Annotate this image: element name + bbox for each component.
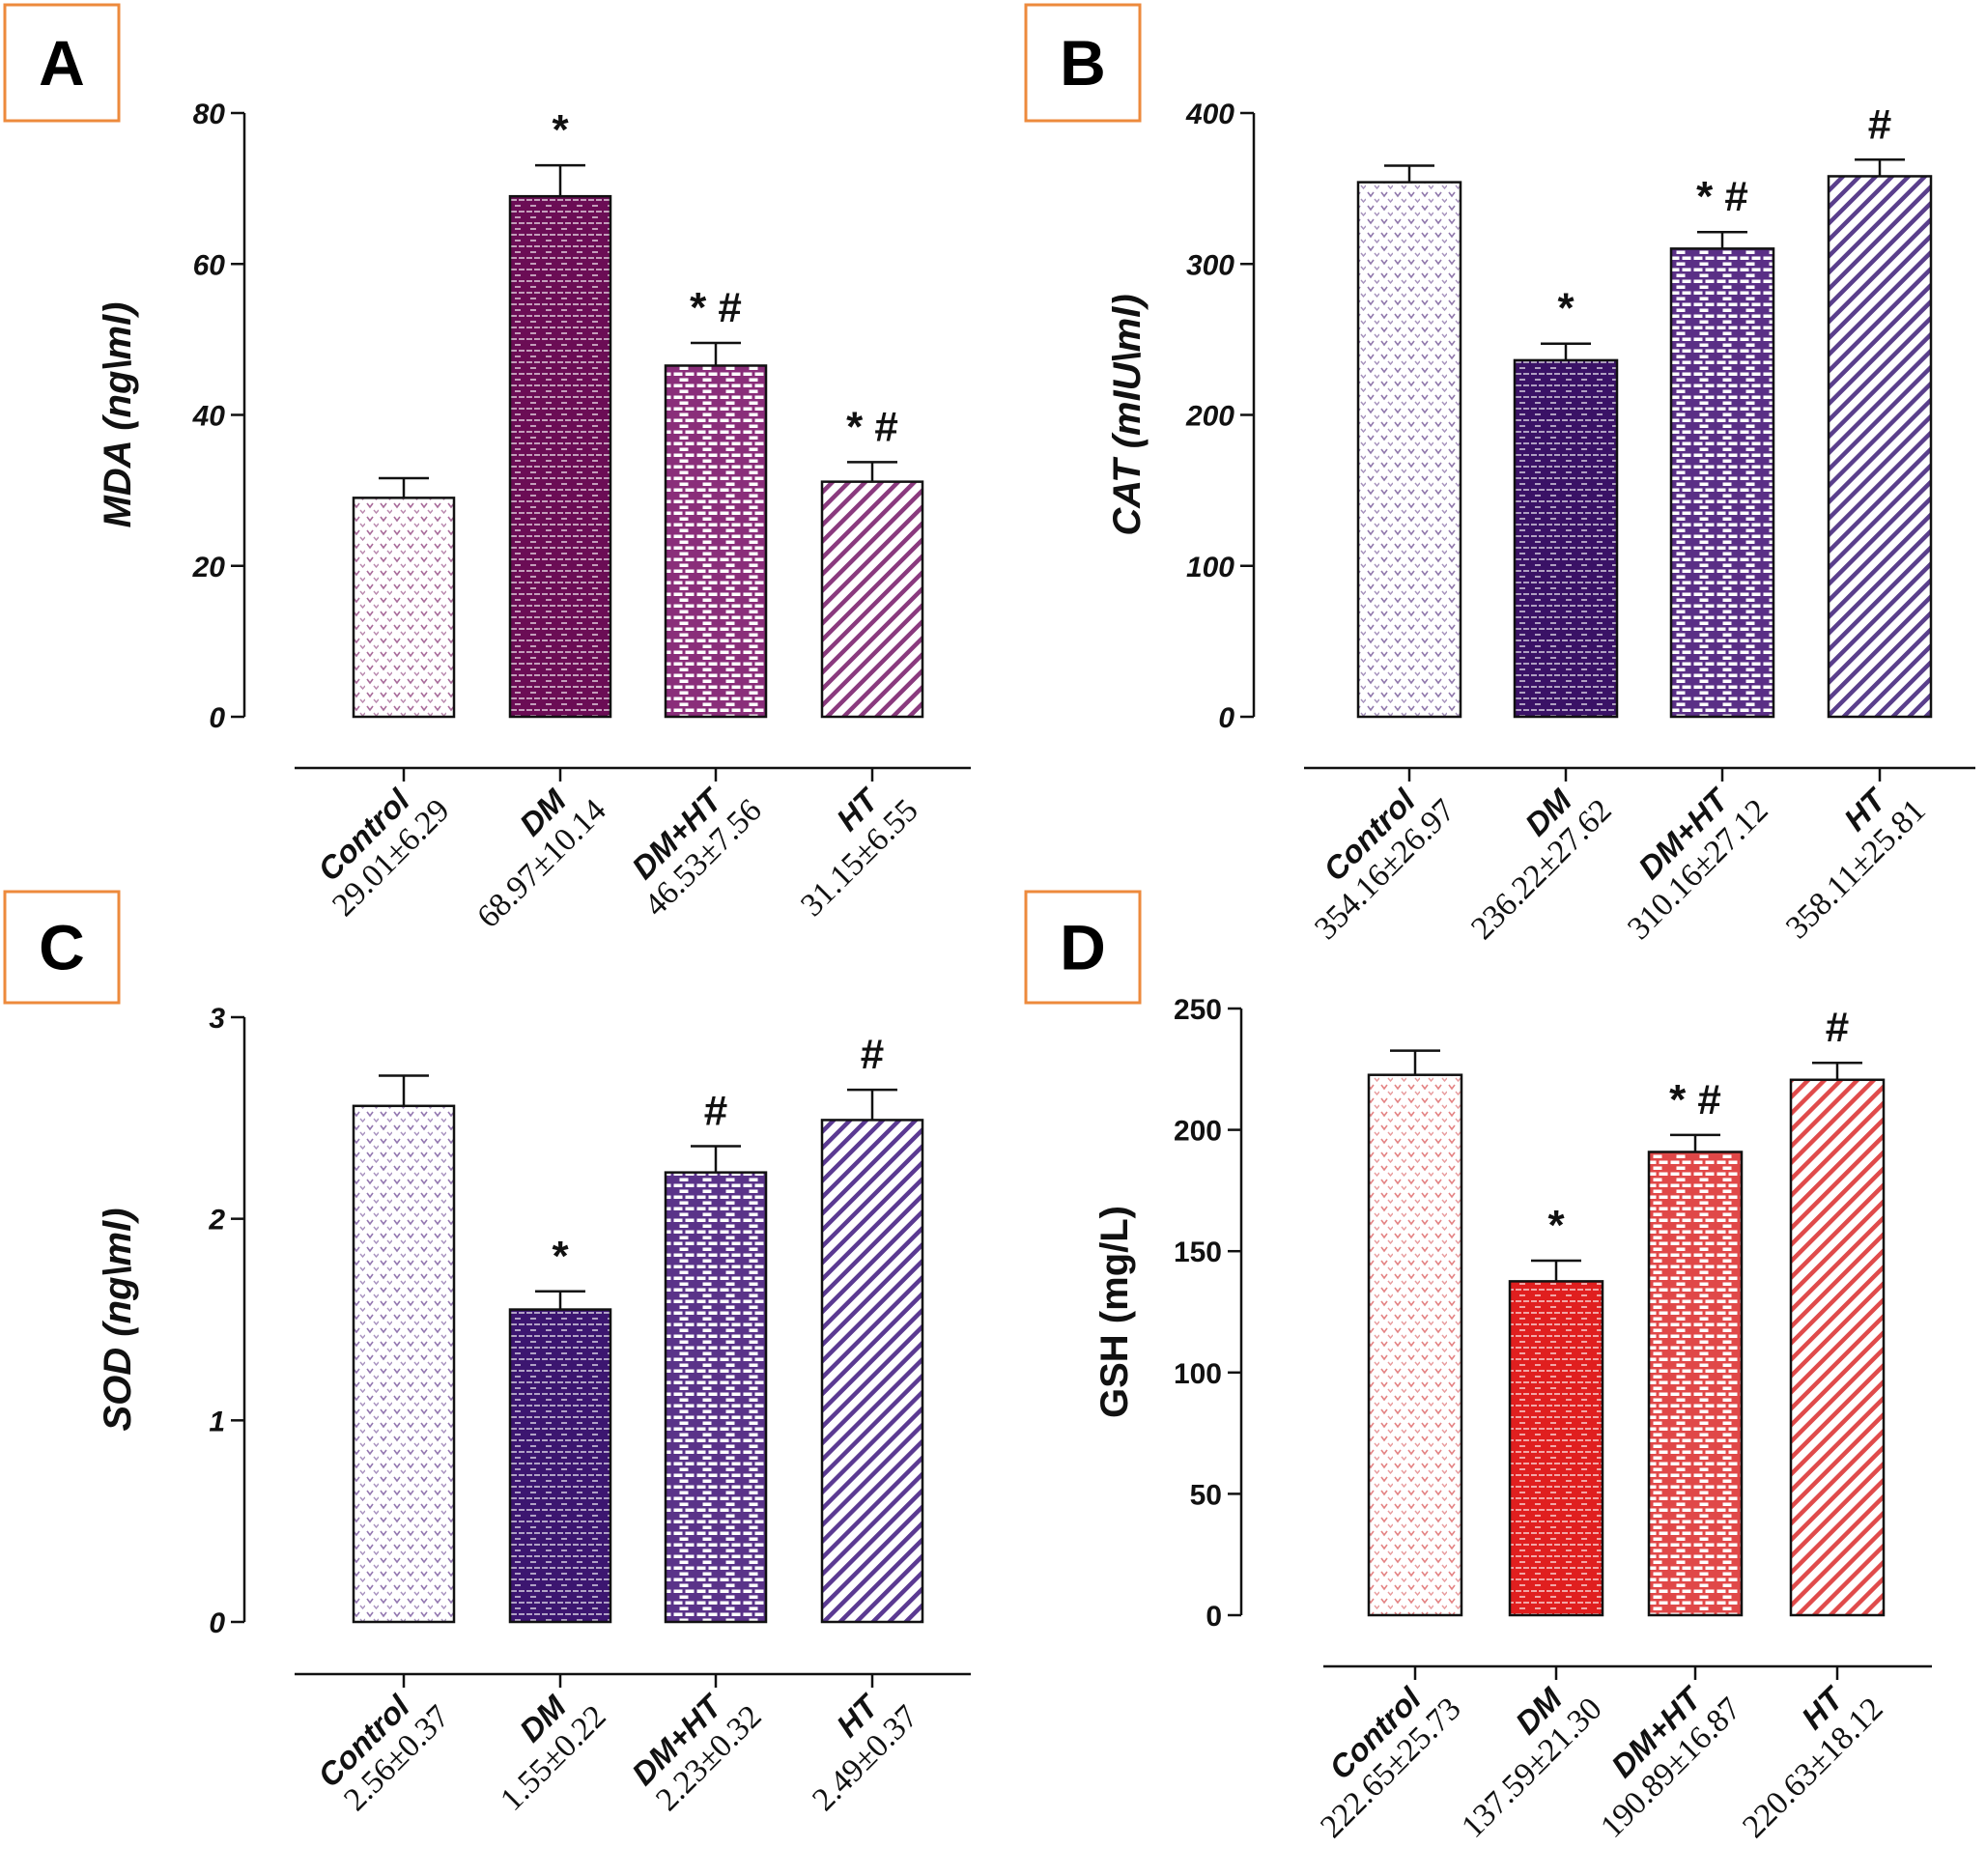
y-tick-label: 250 bbox=[1174, 994, 1222, 1026]
y-tick-label: 50 bbox=[1190, 1479, 1222, 1511]
x-tick-label: DM1.55±0.22 bbox=[494, 1688, 613, 1818]
bar-dm bbox=[1508, 1280, 1604, 1617]
significance-marker: * bbox=[1557, 285, 1575, 332]
bar-ht bbox=[1789, 1078, 1886, 1617]
x-tick-label: HT2.49±0.37 bbox=[806, 1687, 925, 1818]
panel-label-box bbox=[3, 3, 121, 123]
bar-ht bbox=[820, 480, 924, 719]
panel-label: A bbox=[39, 27, 85, 99]
bar-dm-ht bbox=[1669, 247, 1775, 719]
bar-control bbox=[1367, 1073, 1463, 1617]
panel-a: A 0 20 40 60 80 MDA (ng\ml) * * # * # Control29.01… bbox=[3, 3, 971, 935]
significance-marker: * bbox=[1547, 1202, 1565, 1249]
bar-dm bbox=[508, 1308, 612, 1624]
y-tick-label: 300 bbox=[1186, 249, 1234, 281]
panel-label: D bbox=[1060, 912, 1106, 983]
bar-ht bbox=[1827, 175, 1933, 719]
y-tick-label: 200 bbox=[1174, 1116, 1222, 1148]
panel-label: B bbox=[1060, 27, 1106, 99]
panel-label-box bbox=[3, 890, 121, 1005]
y-tick-label: 20 bbox=[192, 552, 226, 583]
panel-label-box bbox=[1024, 890, 1142, 1005]
significance-marker: * # bbox=[846, 403, 898, 450]
significance-marker: * bbox=[552, 1233, 569, 1280]
bar-dm bbox=[1513, 358, 1619, 719]
y-tick-label: 60 bbox=[193, 249, 226, 281]
bar-control bbox=[352, 497, 456, 719]
y-axis-label: GSH (mg/L) bbox=[1093, 1206, 1136, 1418]
x-tick-label: DM+HT2.23±0.32 bbox=[625, 1687, 769, 1818]
y-axis-label: MDA (ng\ml) bbox=[97, 301, 139, 527]
significance-marker: * # bbox=[1669, 1076, 1721, 1123]
y-tick-label: 100 bbox=[1174, 1358, 1222, 1390]
y-axis-label: SOD (ng\ml) bbox=[97, 1208, 139, 1431]
significance-marker: * bbox=[552, 106, 569, 154]
bar-dm-ht bbox=[664, 364, 768, 719]
panel-b: B 0 100 200 300 400 CAT (mIU\ml) * * # # Control35… bbox=[1024, 3, 1975, 947]
y-tick-label: 0 bbox=[209, 702, 225, 734]
bar-control bbox=[352, 1104, 456, 1624]
panel-label: C bbox=[39, 912, 85, 983]
significance-marker: # bbox=[1826, 1004, 1849, 1051]
bar-dm bbox=[508, 194, 612, 719]
significance-marker: # bbox=[861, 1031, 884, 1078]
y-tick-label: 40 bbox=[192, 401, 226, 433]
y-tick-label: 0 bbox=[1218, 702, 1234, 734]
y-tick-label: 2 bbox=[208, 1205, 225, 1236]
y-axis-label: CAT (mIU\ml) bbox=[1106, 294, 1149, 535]
significance-marker: * # bbox=[690, 284, 742, 331]
panel-label-box bbox=[1024, 3, 1142, 123]
y-tick-label: 80 bbox=[193, 99, 226, 130]
bar-dm-ht bbox=[1647, 1151, 1744, 1617]
y-tick-label: 150 bbox=[1174, 1236, 1222, 1268]
y-tick-label: 0 bbox=[1206, 1601, 1222, 1633]
y-tick-label: 200 bbox=[1185, 401, 1234, 433]
significance-marker: * # bbox=[1696, 173, 1748, 220]
significance-marker: # bbox=[1868, 100, 1891, 148]
y-tick-label: 1 bbox=[209, 1406, 225, 1437]
y-tick-label: 400 bbox=[1185, 99, 1234, 130]
bar-ht bbox=[820, 1119, 924, 1624]
y-tick-label: 100 bbox=[1186, 552, 1234, 583]
y-tick-label: 0 bbox=[209, 1607, 225, 1639]
bar-dm-ht bbox=[664, 1171, 768, 1624]
y-tick-label: 3 bbox=[209, 1003, 225, 1035]
significance-marker: # bbox=[704, 1088, 727, 1135]
bar-control bbox=[1356, 181, 1462, 719]
panel-d: D 0 50 100 150 200 250 GSH (mg/L) * * # # Control22… bbox=[1024, 890, 1932, 1845]
